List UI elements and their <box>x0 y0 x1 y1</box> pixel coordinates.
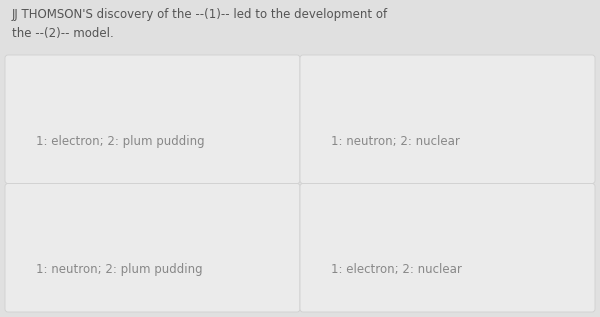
Text: 1: neutron; 2: nuclear: 1: neutron; 2: nuclear <box>331 135 460 148</box>
Text: JJ THOMSON'S discovery of the --(1)-- led to the development of
the --(2)-- mode: JJ THOMSON'S discovery of the --(1)-- le… <box>12 8 388 40</box>
FancyBboxPatch shape <box>5 184 300 312</box>
FancyBboxPatch shape <box>5 55 300 184</box>
Text: 1: electron; 2: plum pudding: 1: electron; 2: plum pudding <box>36 135 205 148</box>
FancyBboxPatch shape <box>300 184 595 312</box>
Text: 1: electron; 2: nuclear: 1: electron; 2: nuclear <box>331 263 462 276</box>
Text: 1: neutron; 2: plum pudding: 1: neutron; 2: plum pudding <box>36 263 203 276</box>
FancyBboxPatch shape <box>300 55 595 184</box>
